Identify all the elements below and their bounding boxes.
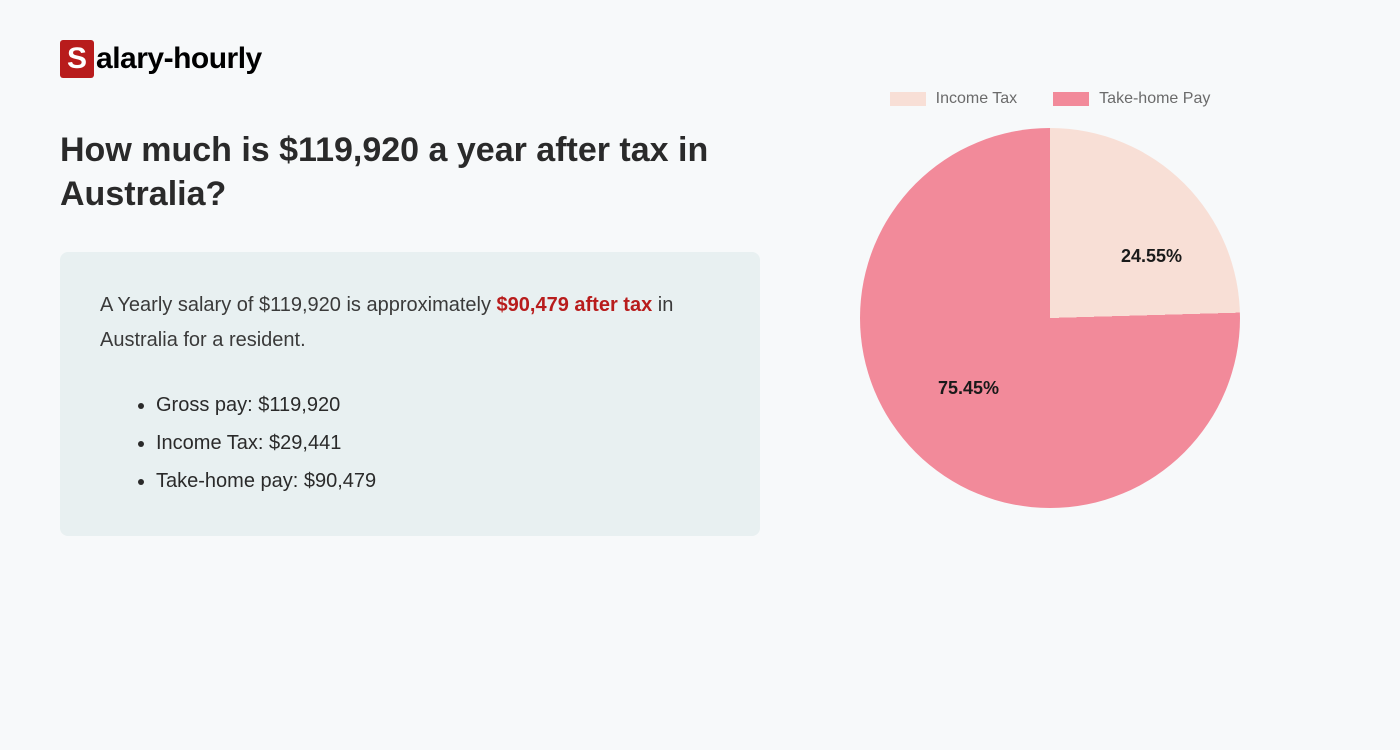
legend-label-income-tax: Income Tax: [936, 90, 1018, 108]
intro-highlight: $90,479 after tax: [497, 294, 653, 316]
fact-income-tax: Income Tax: $29,441: [156, 424, 720, 462]
pie-label-take-home: 75.45%: [938, 378, 999, 399]
legend-swatch-income-tax: [890, 92, 926, 106]
logo-text: alary-hourly: [96, 42, 262, 76]
legend-item-income-tax: Income Tax: [890, 90, 1018, 108]
legend-label-take-home: Take-home Pay: [1099, 90, 1210, 108]
intro-text: A Yearly salary of $119,920 is approxima…: [100, 288, 720, 358]
fact-gross-pay: Gross pay: $119,920: [156, 386, 720, 424]
pie-chart: [860, 128, 1240, 508]
site-logo: S alary-hourly: [60, 40, 760, 78]
left-section: S alary-hourly How much is $119,920 a ye…: [60, 30, 760, 536]
fact-take-home: Take-home pay: $90,479: [156, 462, 720, 500]
fact-list: Gross pay: $119,920 Income Tax: $29,441 …: [100, 386, 720, 500]
summary-box: A Yearly salary of $119,920 is approxima…: [60, 252, 760, 536]
pie-label-income-tax: 24.55%: [1121, 246, 1182, 267]
legend-item-take-home: Take-home Pay: [1053, 90, 1210, 108]
legend-swatch-take-home: [1053, 92, 1089, 106]
chart-section: Income Tax Take-home Pay 24.55% 75.45%: [840, 30, 1260, 536]
main-container: S alary-hourly How much is $119,920 a ye…: [60, 30, 1340, 536]
intro-pre: A Yearly salary of $119,920 is approxima…: [100, 294, 497, 316]
page-title: How much is $119,920 a year after tax in…: [60, 128, 760, 216]
chart-legend: Income Tax Take-home Pay: [840, 90, 1260, 108]
pie-chart-wrap: 24.55% 75.45%: [860, 128, 1240, 508]
logo-box-icon: S: [60, 40, 94, 78]
